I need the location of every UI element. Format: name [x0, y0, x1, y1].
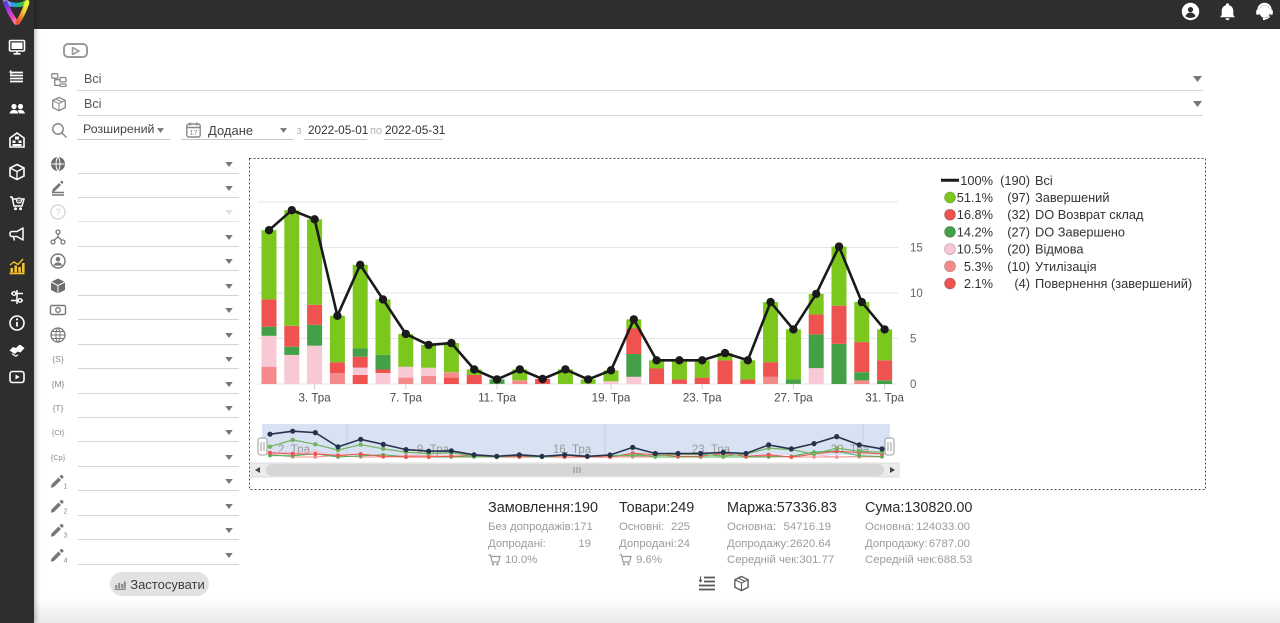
svg-text:17: 17 [190, 130, 198, 137]
svg-text:51.1%: 51.1% [957, 190, 993, 205]
svg-text:(190): (190) [1000, 173, 1030, 188]
svg-text:16.8%: 16.8% [957, 207, 993, 222]
svg-text:Завершений: Завершений [1035, 190, 1109, 205]
svg-text:16. Тра: 16. Тра [553, 444, 592, 456]
svg-text:DO Возврат склад: DO Возврат склад [1035, 207, 1144, 222]
svg-text:4: 4 [64, 555, 68, 564]
svg-text:(97): (97) [1007, 190, 1030, 205]
svg-text:11. Тра: 11. Тра [478, 392, 516, 405]
svg-text:31. Тра: 31. Тра [865, 392, 904, 405]
svg-text:{Cp}: {Cp} [51, 453, 66, 462]
svg-text:{M}: {M} [52, 379, 65, 389]
svg-text:23. Тра: 23. Тра [683, 392, 722, 405]
svg-text:{Ct}: {Ct} [52, 428, 65, 437]
svg-text:%: % [17, 199, 22, 205]
svg-text:(32): (32) [1007, 207, 1030, 222]
svg-text:27. Тра: 27. Тра [774, 392, 813, 405]
svg-text:100%: 100% [960, 173, 993, 188]
svg-text:3. Тра: 3. Тра [298, 392, 331, 405]
svg-text:2.1%: 2.1% [964, 276, 993, 291]
svg-text:(27): (27) [1007, 224, 1030, 239]
svg-text:?: ? [55, 208, 61, 219]
svg-text:0: 0 [910, 379, 916, 391]
svg-text:15: 15 [910, 243, 923, 255]
svg-text:DO Завершено: DO Завершено [1035, 224, 1125, 239]
svg-text:19. Тра: 19. Тра [592, 392, 631, 405]
svg-text:7. Тра: 7. Тра [390, 392, 423, 405]
svg-text:5.3%: 5.3% [964, 259, 993, 274]
svg-text:(4): (4) [1014, 276, 1030, 291]
svg-text:5: 5 [910, 334, 916, 346]
svg-text:{S}: {S} [52, 354, 64, 364]
svg-text:(10): (10) [1007, 259, 1030, 274]
svg-text:10.5%: 10.5% [957, 242, 993, 257]
svg-text:Утилізація: Утилізація [1035, 259, 1097, 274]
svg-text:{T}: {T} [53, 403, 64, 413]
svg-text:Всі: Всі [1035, 173, 1053, 188]
svg-text:10: 10 [910, 288, 923, 300]
svg-text:(20): (20) [1007, 242, 1030, 257]
svg-text:14.2%: 14.2% [957, 224, 993, 239]
svg-text:Повернення (завершений): Повернення (завершений) [1035, 276, 1192, 291]
svg-text:2: 2 [64, 506, 68, 515]
svg-text:Відмова: Відмова [1035, 242, 1084, 257]
svg-text:3: 3 [64, 531, 68, 540]
svg-text:1: 1 [64, 482, 68, 491]
